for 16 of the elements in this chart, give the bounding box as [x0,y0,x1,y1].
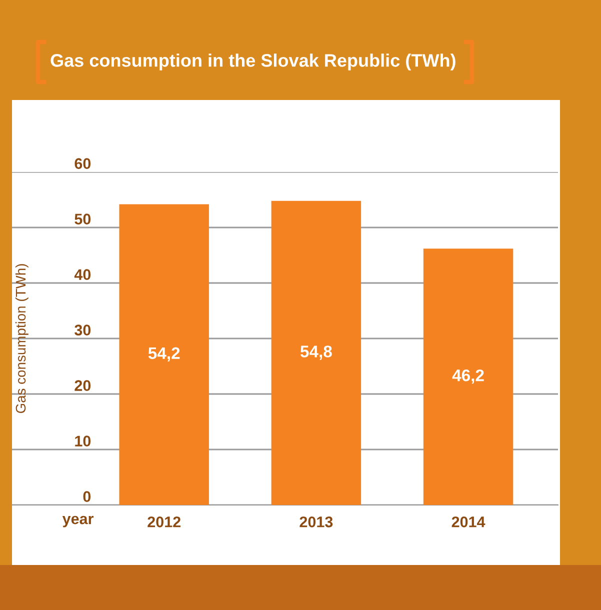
x-axis-title: year [62,516,94,528]
y-tick-label: 30 [74,324,91,336]
x-tick-label: 2013 [300,516,333,528]
y-tick-label: 50 [74,214,91,224]
x-tick-label: 2012 [148,516,180,528]
x-tick-label: 2014 [452,516,486,528]
y-tick-label: 0 [83,491,91,502]
y-tick-label: 10 [75,436,91,446]
y-tick-label: 20 [74,380,91,391]
y-tick-label: 60 [74,158,91,169]
data-label: 54,2 [148,347,180,362]
y-tick-label: 40 [74,269,91,280]
data-label: 46,2 [452,369,484,384]
data-label: 54,8 [300,346,332,360]
chart-title: Gas consumption in the Slovak Republic (TWh) [50,54,456,70]
y-axis-title: Gas consumption (TWh) [15,264,28,414]
